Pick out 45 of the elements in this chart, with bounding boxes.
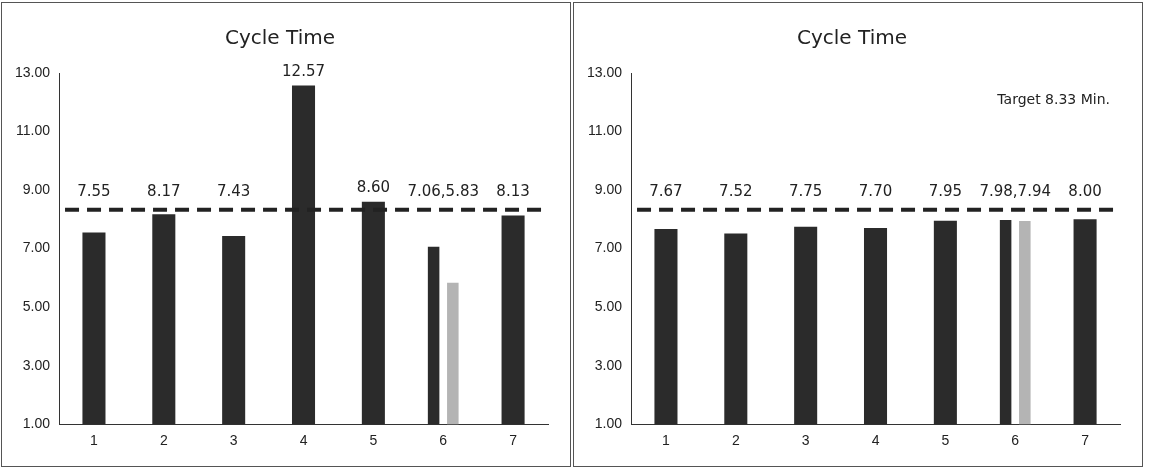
y-tick-label: 7.00 bbox=[22, 239, 51, 256]
y-tick-label: 3.00 bbox=[22, 356, 51, 373]
x-tick-label: 6 bbox=[439, 432, 448, 449]
chart-title: Cycle Time bbox=[797, 25, 907, 50]
data-label: 7.75 bbox=[788, 182, 823, 201]
data-label: 12.57 bbox=[282, 61, 325, 80]
y-tick-label: 13.00 bbox=[14, 63, 51, 80]
data-label: 7.98,7.94 bbox=[979, 182, 1052, 201]
data-label: 7.67 bbox=[649, 182, 683, 201]
y-tick-label: 11.00 bbox=[16, 122, 51, 139]
chart-title: Cycle Time bbox=[225, 25, 335, 50]
y-tick-label: 9.00 bbox=[594, 180, 623, 197]
data-label: 7.52 bbox=[719, 182, 753, 201]
data-label: 8.13 bbox=[496, 182, 530, 201]
y-tick-label: 7.00 bbox=[594, 239, 623, 256]
x-tick-label: 6 bbox=[1011, 432, 1020, 449]
y-tick-label: 5.00 bbox=[22, 297, 51, 314]
y-tick-label: 5.00 bbox=[594, 297, 623, 314]
data-label: 7.55 bbox=[77, 182, 111, 201]
x-tick-label: 3 bbox=[801, 432, 810, 449]
data-label: 8.00 bbox=[1068, 182, 1102, 201]
data-label: 7.06,5.83 bbox=[407, 182, 480, 201]
x-tick-label: 4 bbox=[871, 432, 880, 449]
data-label: 8.17 bbox=[147, 182, 181, 201]
y-tick-label: 9.00 bbox=[22, 180, 51, 197]
x-tick-label: 3 bbox=[229, 432, 238, 449]
y-tick-label: 1.00 bbox=[594, 415, 623, 432]
y-tick-label: 3.00 bbox=[594, 356, 623, 373]
data-label: 8.60 bbox=[356, 178, 391, 197]
x-tick-label: 2 bbox=[731, 432, 740, 449]
x-tick-label: 5 bbox=[941, 432, 950, 449]
data-label: 7.43 bbox=[216, 182, 251, 201]
x-tick-label: 7 bbox=[509, 432, 518, 449]
x-tick-label: 5 bbox=[369, 432, 378, 449]
y-tick-label: 1.00 bbox=[22, 415, 51, 432]
x-tick-label: 1 bbox=[662, 432, 671, 449]
x-tick-label: 7 bbox=[1081, 432, 1090, 449]
ref-line-label: Target 8.33 Min. bbox=[996, 90, 1110, 107]
x-tick-label: 2 bbox=[159, 432, 168, 449]
y-tick-label: 11.00 bbox=[588, 122, 623, 139]
y-tick-label: 13.00 bbox=[586, 63, 623, 80]
x-tick-label: 1 bbox=[90, 432, 99, 449]
data-label: 7.70 bbox=[858, 182, 893, 201]
data-label: 7.95 bbox=[928, 182, 963, 201]
x-tick-label: 4 bbox=[299, 432, 308, 449]
